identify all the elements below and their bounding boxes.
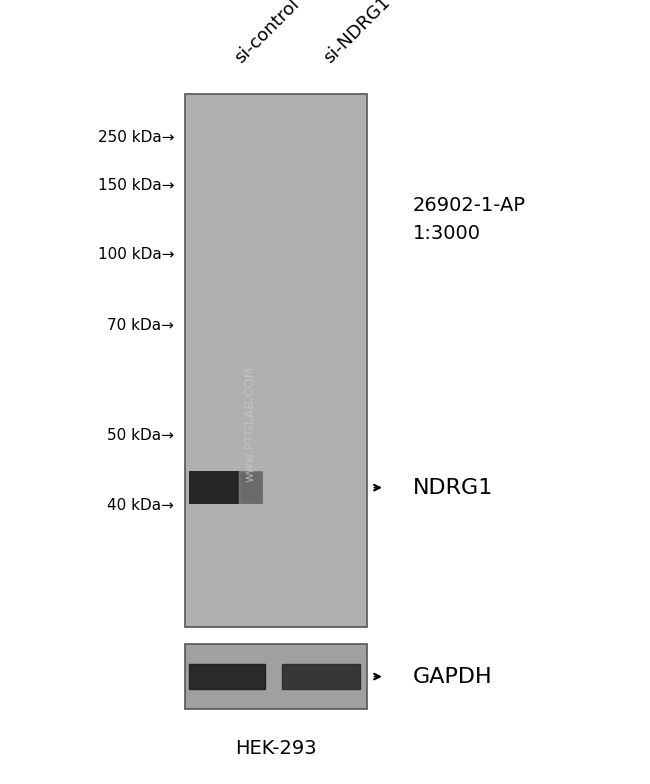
Bar bbox=[188, 664, 265, 689]
Text: 40 kDa→: 40 kDa→ bbox=[107, 498, 174, 514]
Text: 26902-1-AP
1:3000: 26902-1-AP 1:3000 bbox=[413, 196, 526, 243]
Text: 70 kDa→: 70 kDa→ bbox=[107, 318, 174, 333]
Text: HEK-293: HEK-293 bbox=[235, 739, 317, 758]
Text: 50 kDa→: 50 kDa→ bbox=[107, 427, 174, 443]
Text: si-control: si-control bbox=[231, 0, 302, 67]
Text: si-NDRG1: si-NDRG1 bbox=[320, 0, 393, 67]
Bar bbox=[281, 664, 360, 689]
Bar bbox=[185, 644, 367, 709]
Bar bbox=[239, 471, 263, 504]
Bar bbox=[188, 471, 263, 504]
Text: GAPDH: GAPDH bbox=[413, 666, 493, 687]
Bar bbox=[185, 94, 367, 627]
Text: www.PTGLAB.COM: www.PTGLAB.COM bbox=[244, 365, 257, 481]
Text: 100 kDa→: 100 kDa→ bbox=[98, 247, 174, 263]
Text: NDRG1: NDRG1 bbox=[413, 477, 493, 498]
Text: 250 kDa→: 250 kDa→ bbox=[98, 129, 174, 145]
Text: 150 kDa→: 150 kDa→ bbox=[98, 178, 174, 194]
